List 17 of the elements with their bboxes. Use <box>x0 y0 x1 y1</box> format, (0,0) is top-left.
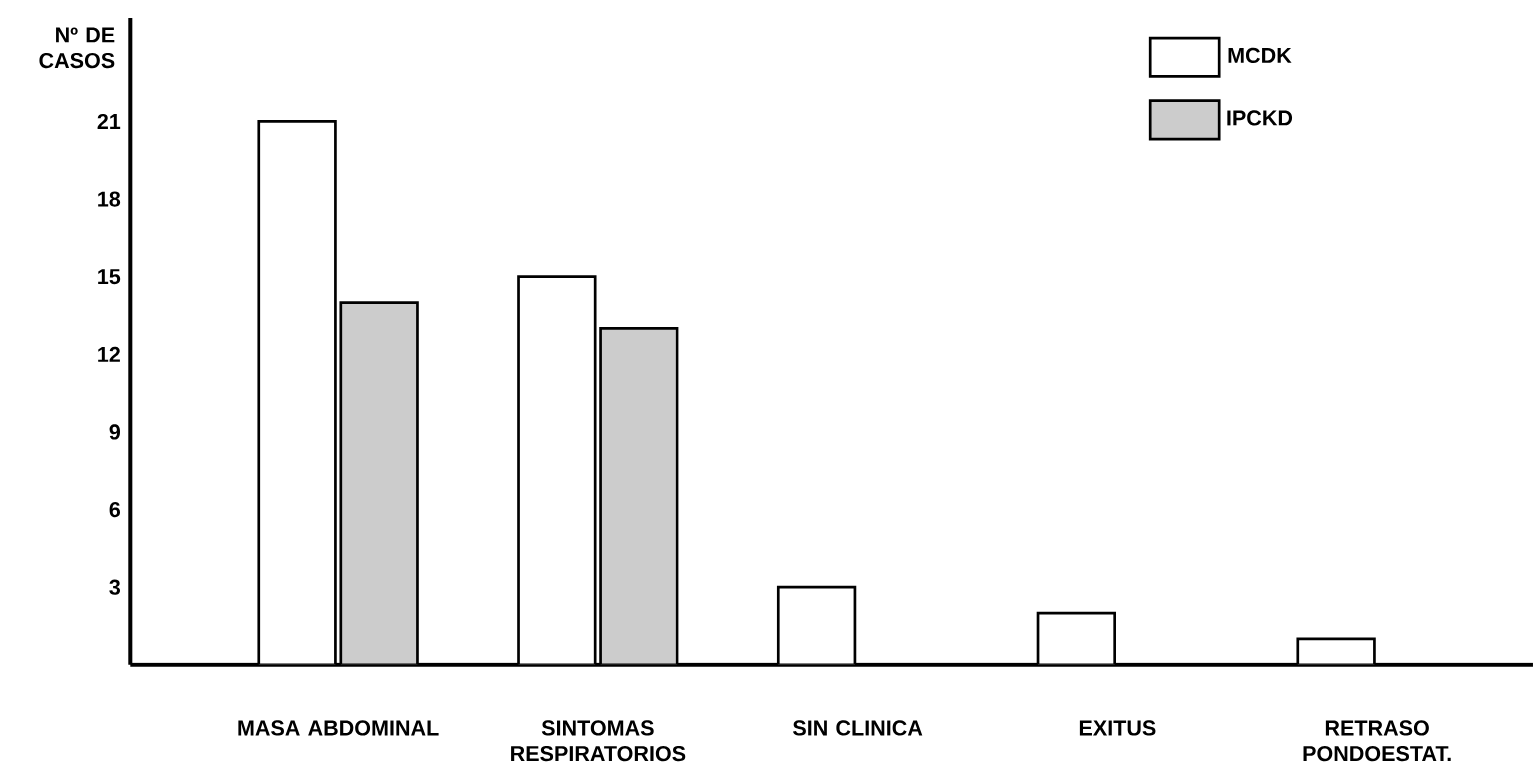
y-tick-label: 21 <box>97 113 121 129</box>
legend-label: IPCKD <box>1227 110 1293 126</box>
x-tick-label: SINTOMAS RESPIRATORIOS <box>511 720 686 762</box>
legend-label: MCDK <box>1228 47 1292 64</box>
bar <box>339 301 419 665</box>
y-tick-label: 9 <box>109 424 121 440</box>
x-tick-label: RETRASO PONDOESTAT. <box>1303 720 1451 762</box>
y-axis-title: Nº DE CASOS <box>39 27 115 69</box>
y-tick-label: 18 <box>98 191 121 207</box>
y-tick-label: 6 <box>109 501 121 518</box>
bar <box>599 327 679 665</box>
x-tick-label: MASA ABDOMINAL <box>238 720 439 736</box>
y-tick-label: 3 <box>109 579 121 595</box>
y-tick-label: 12 <box>98 346 120 362</box>
y-tick-label: 15 <box>98 269 121 285</box>
x-tick-label: SIN CLINICA <box>793 720 923 736</box>
x-tick-label: EXITUS <box>1079 720 1156 736</box>
